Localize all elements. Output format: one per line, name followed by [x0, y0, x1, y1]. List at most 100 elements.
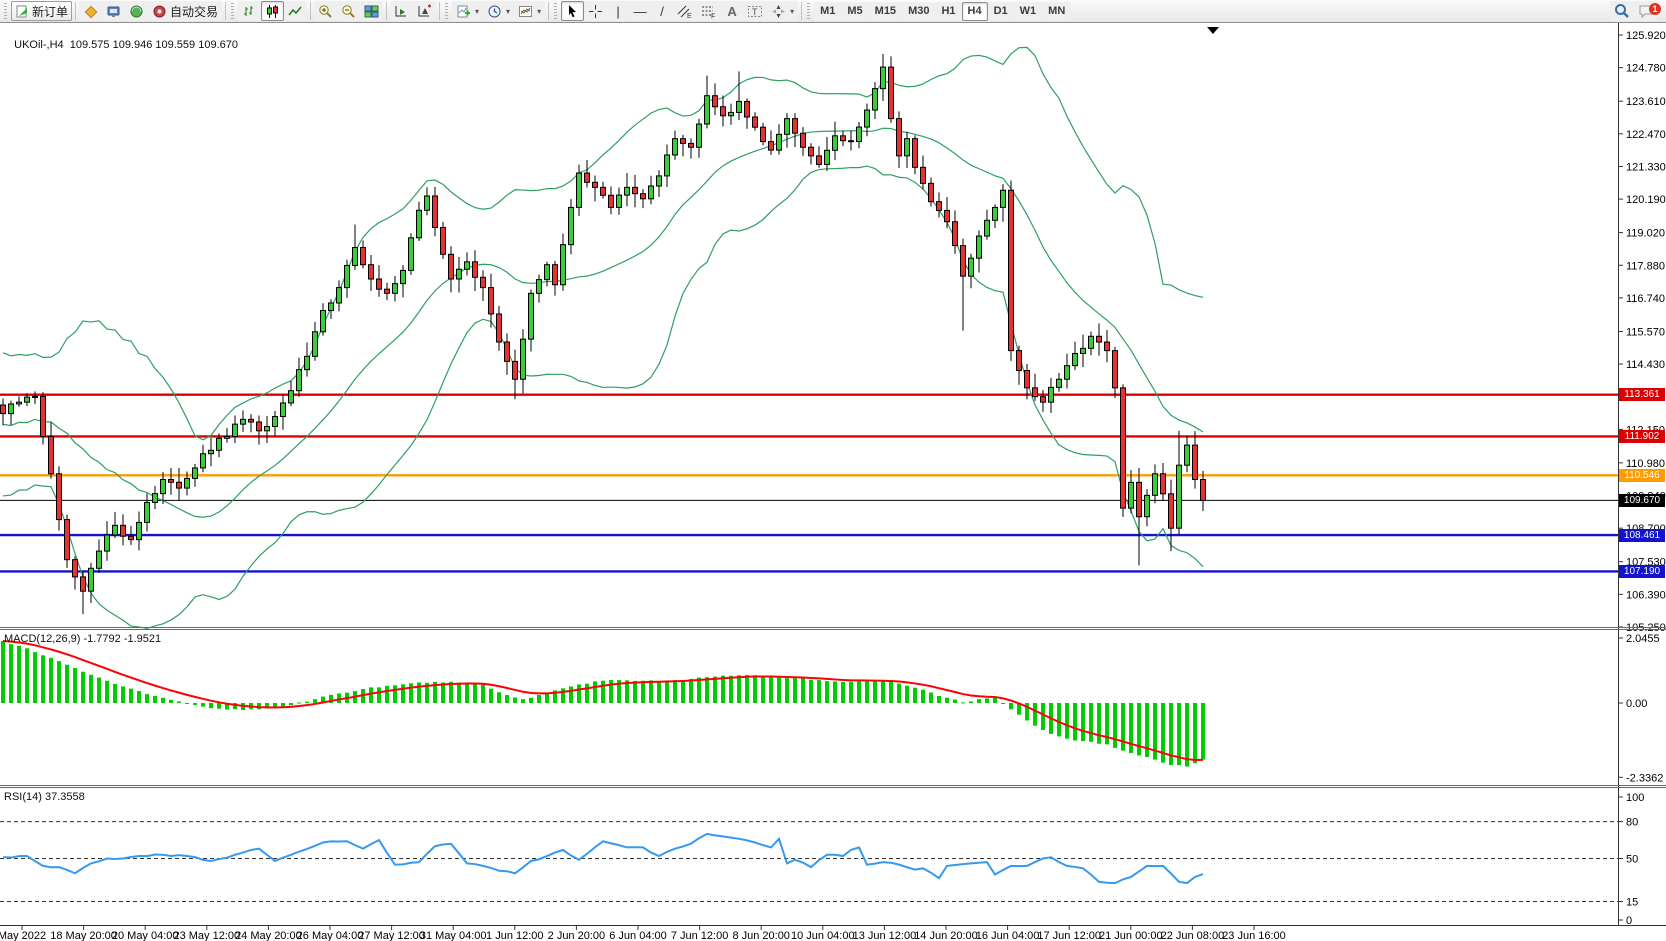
macd-histogram-bar: [1201, 703, 1205, 760]
chart-shift-button[interactable]: [413, 1, 437, 21]
symbol-info-line: UKOil-,H4 109.575 109.946 109.559 109.67…: [8, 27, 238, 51]
group-drag-handle[interactable]: [231, 3, 235, 19]
group-drag-handle[interactable]: [554, 3, 558, 19]
time-axis-label: 1 Jun 12:00: [486, 930, 544, 941]
tile-windows-button[interactable]: [360, 1, 384, 21]
candle-body: [968, 257, 974, 277]
candle-body: [400, 269, 406, 285]
candlestick-chart-button[interactable]: [261, 1, 285, 21]
crosshair-button[interactable]: [584, 1, 608, 21]
candle-body: [696, 123, 702, 148]
macd-histogram-bar: [649, 680, 653, 703]
group-drag-handle[interactable]: [807, 3, 811, 19]
timeframe-m30[interactable]: M30: [902, 1, 936, 21]
zoom-in-button[interactable]: [314, 1, 338, 21]
chat-button[interactable]: 1: [1634, 1, 1661, 21]
time-axis-label: 13 Jun 12:00: [853, 930, 917, 941]
candle-body: [560, 244, 566, 286]
macd-histogram-bar: [1113, 703, 1117, 748]
timeframe-m5[interactable]: M5: [841, 1, 869, 21]
candle-body: [1016, 350, 1022, 371]
candle-body: [128, 535, 134, 541]
macd-histogram-bar: [1169, 703, 1173, 766]
chart-canvas[interactable]: 125.920 124.780 123.610 122.470 121.330 120.1…: [0, 23, 1666, 941]
autotrading-button[interactable]: 自动交易: [148, 1, 223, 21]
time-axis-label: 26 May 04:00: [297, 930, 364, 941]
candle-body: [768, 141, 774, 151]
macd-histogram-bar: [233, 703, 237, 710]
candle-body: [1160, 473, 1166, 495]
macd-histogram-bar: [1121, 703, 1125, 751]
macd-histogram-bar: [153, 695, 157, 703]
timeframe-m1[interactable]: M1: [814, 1, 842, 21]
candle-body: [1136, 481, 1142, 518]
vertical-line-button[interactable]: |: [607, 1, 630, 21]
new-chart-button[interactable]: ▾: [452, 1, 484, 21]
candle-body: [448, 253, 454, 280]
separator: [801, 2, 803, 20]
candle-body: [808, 146, 814, 157]
new-order-button[interactable]: 新订单: [11, 1, 73, 21]
hline-price-badge: 113.361: [1619, 388, 1665, 402]
timeframe-mn[interactable]: MN: [1042, 1, 1072, 21]
rsi-axis-tick-label: 15: [1626, 897, 1638, 909]
macd-histogram-bar: [705, 677, 709, 703]
group-drag-handle[interactable]: [445, 3, 449, 19]
macd-histogram-bar: [1001, 703, 1005, 705]
candle-body: [856, 126, 862, 143]
candle-body: [576, 172, 582, 208]
timeframe-w1[interactable]: W1: [1013, 1, 1043, 21]
candle-body: [440, 226, 446, 255]
cursor-button[interactable]: [561, 1, 585, 21]
trendline-button[interactable]: /: [651, 1, 674, 21]
candle-body: [520, 338, 526, 380]
candle-body: [536, 279, 542, 294]
arrows-button[interactable]: ▾: [767, 1, 799, 21]
macd-histogram-bar: [777, 677, 781, 703]
auto-scroll-button[interactable]: [390, 1, 414, 21]
macd-histogram-bar: [217, 703, 221, 709]
bar-chart-icon: [244, 5, 254, 16]
macd-histogram-bar: [617, 680, 621, 703]
bar-chart-button[interactable]: [238, 1, 262, 21]
line-chart-button[interactable]: [284, 1, 308, 21]
toolbar-drag-handle[interactable]: [4, 3, 7, 19]
navigator-button[interactable]: [125, 1, 149, 21]
periods-button[interactable]: ▾: [483, 1, 515, 21]
candle-body: [240, 418, 246, 425]
templates-button[interactable]: ▾: [514, 1, 546, 21]
chart-shift-marker[interactable]: [1207, 27, 1219, 34]
macd-histogram-bar: [289, 703, 293, 706]
marketwatch-button[interactable]: [79, 1, 103, 21]
hline-price-badge: 111.902: [1619, 429, 1665, 443]
timeframe-h4[interactable]: H4: [961, 1, 988, 21]
timeframe-m15[interactable]: M15: [868, 1, 903, 21]
timeframe-d1[interactable]: D1: [987, 1, 1014, 21]
price-axis-tick-label: 124.780: [1626, 63, 1666, 75]
time-axis-label: 16 Jun 04:00: [976, 930, 1040, 941]
horizontal-line-button[interactable]: —: [629, 1, 652, 21]
macd-histogram-bar: [505, 695, 509, 703]
candle-body: [544, 264, 550, 281]
data-window-button[interactable]: [102, 1, 126, 21]
price-axis-tick-label: 115.570: [1626, 326, 1665, 338]
candle-body: [624, 186, 630, 196]
bollinger-lower-band: [2, 165, 1204, 630]
zoom-out-button[interactable]: [337, 1, 361, 21]
text-button[interactable]: A: [721, 1, 744, 21]
price-axis-tick-label: 110.980: [1626, 458, 1665, 470]
macd-histogram-bar: [409, 683, 413, 703]
label-button[interactable]: T: [743, 1, 768, 21]
candle-body: [488, 287, 494, 315]
candle-body: [1200, 478, 1206, 501]
channel-button[interactable]: E: [673, 1, 698, 21]
hline-price-badge: 110.546: [1619, 468, 1665, 482]
fibonacci-button[interactable]: F: [697, 1, 722, 21]
macd-histogram-bar: [33, 652, 37, 703]
search-button[interactable]: [1610, 1, 1634, 21]
macd-histogram-bar: [681, 679, 685, 703]
candle-body: [1008, 189, 1014, 352]
candle-body: [416, 209, 422, 239]
candle-body: [168, 478, 174, 483]
timeframe-h1[interactable]: H1: [935, 1, 962, 21]
